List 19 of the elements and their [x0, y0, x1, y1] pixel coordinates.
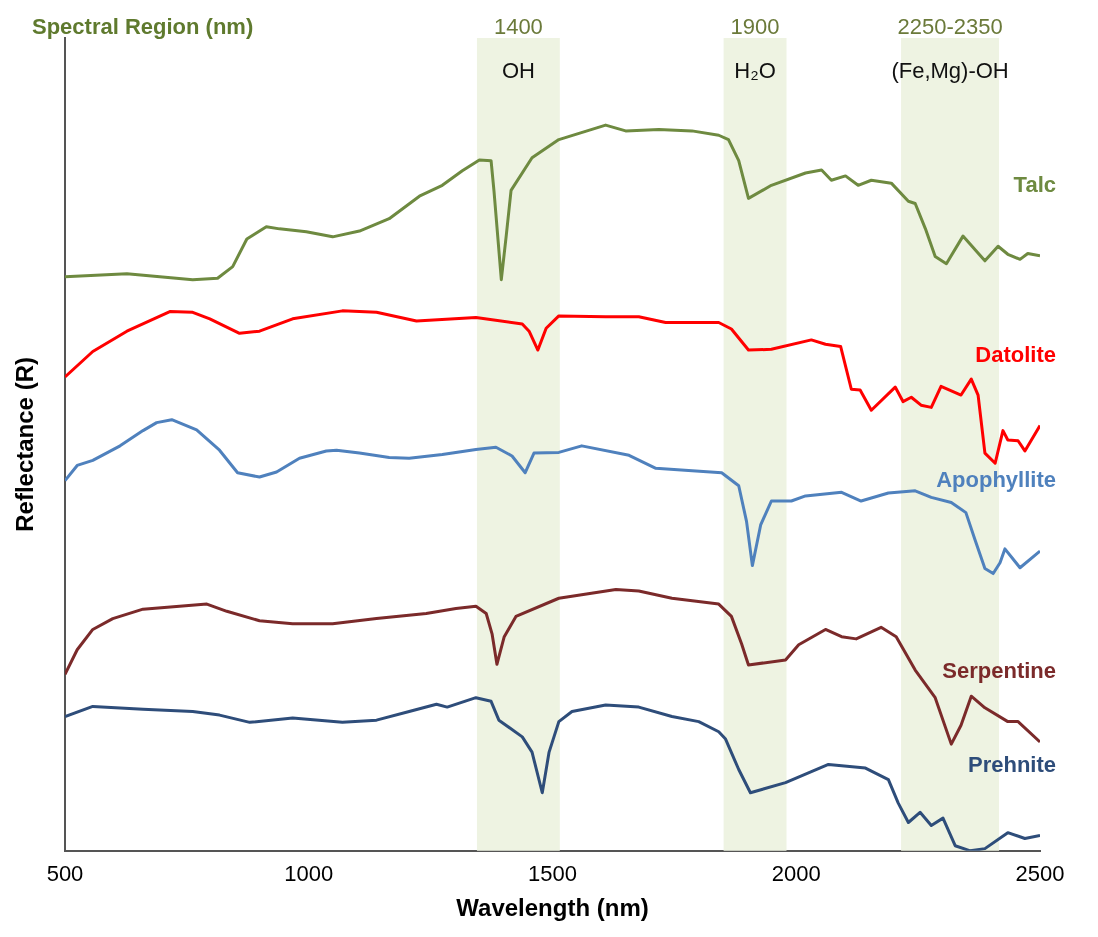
- text: (Fe,Mg)-OH: [891, 58, 1009, 84]
- x-axis-title: Wavelength (nm): [456, 894, 649, 922]
- text: Talc: [1013, 171, 1056, 197]
- chart-title: Spectral Region (nm): [32, 14, 254, 40]
- text: Prehnite: [967, 751, 1056, 777]
- series-label: Serpentine: [942, 658, 1056, 684]
- x-tick-label: 1000: [284, 861, 334, 887]
- x-tick-label: 2500: [1015, 861, 1065, 887]
- series-label: Apophyllite: [936, 467, 1056, 493]
- text: OH: [501, 58, 535, 84]
- x-tick-label: 2000: [771, 861, 821, 887]
- band-label: 2250-2350: [897, 14, 1003, 40]
- text: H₂O: [734, 58, 776, 84]
- band-label: 1400: [493, 14, 543, 40]
- series-label: Datolite: [975, 341, 1056, 367]
- band-label: 1900: [730, 14, 780, 40]
- x-tick-label: 500: [46, 861, 84, 887]
- y-axis-title: Reflectance (R): [11, 357, 39, 532]
- x-tick-label: 1500: [528, 861, 577, 887]
